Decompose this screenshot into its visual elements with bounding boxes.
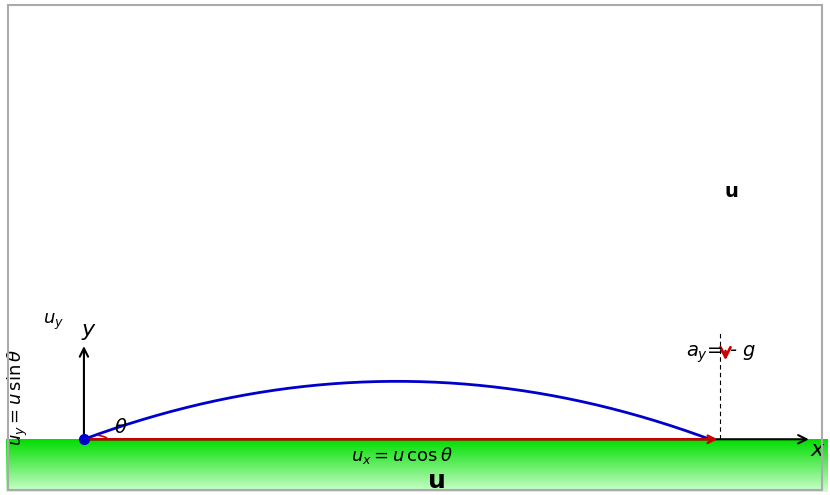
Text: y: y [81, 320, 95, 340]
Text: $u_y = u\,\sin\theta$: $u_y = u\,\sin\theta$ [5, 349, 30, 446]
Text: $u_y$: $u_y$ [43, 311, 65, 332]
Text: $u_x = u\,\cos\theta$: $u_x = u\,\cos\theta$ [351, 445, 453, 466]
Text: $\mathbf{u}$: $\mathbf{u}$ [725, 182, 739, 201]
Text: x: x [810, 440, 823, 460]
Text: $\theta$: $\theta$ [114, 418, 127, 437]
Text: $a_y$= - g: $a_y$= - g [686, 343, 756, 365]
Text: $\mathbf{u}$: $\mathbf{u}$ [427, 469, 445, 493]
